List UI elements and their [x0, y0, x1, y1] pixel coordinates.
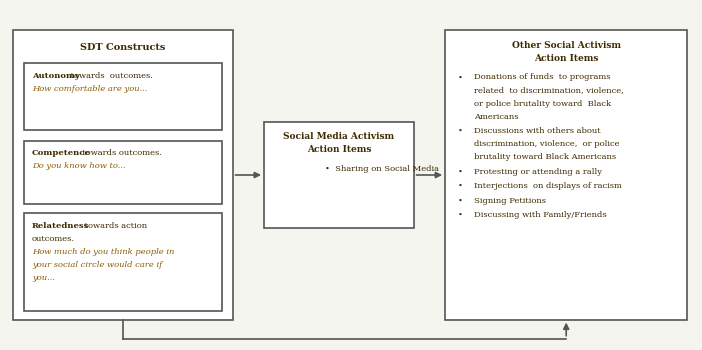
Text: Autonomy: Autonomy	[32, 72, 80, 80]
Text: Do you know how to...: Do you know how to...	[32, 162, 126, 170]
Text: Social Media Activism: Social Media Activism	[283, 132, 395, 141]
Text: Action Items: Action Items	[534, 54, 598, 63]
Text: discrimination, violence,  or police: discrimination, violence, or police	[475, 140, 620, 148]
Text: Relatedness: Relatedness	[32, 222, 89, 230]
FancyBboxPatch shape	[24, 141, 222, 204]
Text: Protesting or attending a rally: Protesting or attending a rally	[475, 168, 602, 176]
Text: SDT Constructs: SDT Constructs	[80, 43, 166, 52]
Text: or police brutality toward  Black: or police brutality toward Black	[475, 99, 611, 107]
Text: •: •	[458, 211, 463, 219]
Text: How much do you think people in: How much do you think people in	[32, 248, 174, 256]
Text: Action Items: Action Items	[307, 145, 371, 154]
FancyBboxPatch shape	[24, 63, 222, 130]
Text: Discussions with others about: Discussions with others about	[475, 127, 601, 135]
Text: •: •	[458, 74, 463, 82]
Text: brutality toward Black Americans: brutality toward Black Americans	[475, 153, 616, 161]
Text: towards  outcomes.: towards outcomes.	[68, 72, 153, 80]
Text: Competence: Competence	[32, 149, 91, 157]
FancyBboxPatch shape	[445, 30, 687, 320]
Text: Signing Petitions: Signing Petitions	[475, 197, 546, 205]
Text: Americans: Americans	[475, 113, 519, 121]
FancyBboxPatch shape	[264, 121, 413, 229]
Text: How comfortable are you...: How comfortable are you...	[32, 85, 147, 93]
Text: outcomes.: outcomes.	[32, 234, 75, 243]
FancyBboxPatch shape	[24, 213, 222, 311]
Text: Interjections  on displays of racism: Interjections on displays of racism	[475, 182, 622, 190]
FancyBboxPatch shape	[13, 30, 232, 320]
Text: •: •	[458, 182, 463, 190]
Text: Donations of funds  to programs: Donations of funds to programs	[475, 74, 611, 82]
Text: Discussing with Family/Friends: Discussing with Family/Friends	[475, 211, 607, 219]
Text: related  to discrimination, violence,: related to discrimination, violence,	[475, 86, 624, 95]
Text: you...: you...	[32, 274, 55, 282]
Text: •  Sharing on Social Media: • Sharing on Social Media	[325, 164, 439, 173]
Text: •: •	[458, 168, 463, 176]
Text: Other Social Activism: Other Social Activism	[512, 41, 621, 50]
Text: towards action: towards action	[82, 222, 147, 230]
Text: •: •	[458, 127, 463, 135]
Text: towards outcomes.: towards outcomes.	[77, 149, 162, 157]
Text: •: •	[458, 197, 463, 205]
Text: your social circle would care if: your social circle would care if	[32, 261, 162, 269]
